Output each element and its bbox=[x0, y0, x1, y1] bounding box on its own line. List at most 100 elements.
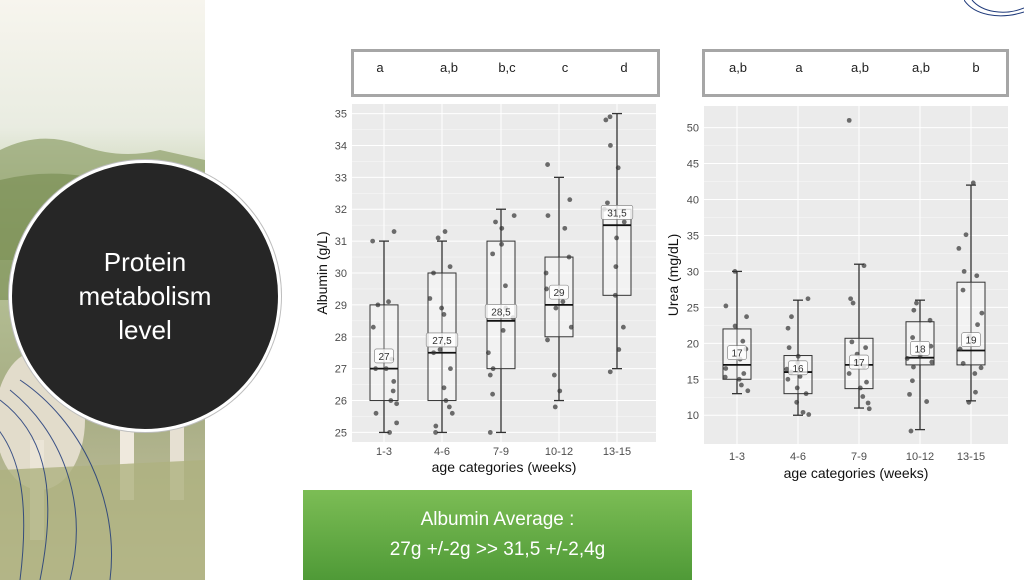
x-tick-label: 1-3 bbox=[729, 451, 745, 463]
data-point bbox=[927, 317, 933, 323]
y-tick-label: 20 bbox=[687, 338, 699, 350]
data-point bbox=[794, 385, 800, 391]
data-point bbox=[975, 322, 980, 328]
data-point bbox=[500, 327, 506, 333]
data-point bbox=[431, 350, 437, 356]
median-label-box bbox=[549, 284, 569, 300]
y-tick-label: 30 bbox=[687, 266, 699, 278]
median-label: 19 bbox=[965, 336, 977, 347]
x-tick-label: 4-6 bbox=[790, 451, 806, 463]
median-label: 28,5 bbox=[491, 307, 511, 318]
data-point bbox=[437, 347, 443, 352]
data-point bbox=[543, 270, 549, 276]
data-point bbox=[447, 264, 453, 270]
corner-decoration bbox=[964, 0, 1024, 17]
data-point bbox=[566, 254, 572, 260]
y-tick-label: 10 bbox=[687, 410, 699, 422]
data-point bbox=[441, 312, 447, 317]
data-point bbox=[978, 365, 984, 371]
median-label: 17 bbox=[853, 358, 865, 369]
y-tick-label: 28 bbox=[335, 332, 347, 344]
data-point bbox=[961, 269, 967, 274]
data-point bbox=[487, 430, 493, 435]
data-point bbox=[448, 366, 453, 372]
data-point bbox=[785, 376, 791, 382]
data-point bbox=[552, 404, 558, 410]
data-point bbox=[795, 353, 801, 359]
data-point bbox=[544, 286, 549, 292]
data-point bbox=[960, 361, 966, 366]
y-axis-label: Albumin (g/L) bbox=[314, 231, 330, 314]
median-label-box bbox=[374, 348, 394, 364]
data-point bbox=[603, 117, 609, 123]
x-tick-label: 10-12 bbox=[545, 446, 573, 458]
albumin-letter: a,b bbox=[439, 60, 459, 75]
data-point bbox=[864, 379, 869, 385]
urea-letter: a bbox=[795, 60, 803, 75]
data-point bbox=[607, 114, 613, 120]
data-point bbox=[562, 225, 568, 231]
data-point bbox=[911, 364, 916, 370]
data-point bbox=[387, 430, 392, 435]
y-axis-label: Urea (mg/dL) bbox=[665, 234, 681, 316]
y-tick-label: 30 bbox=[335, 268, 347, 280]
y-tick-label: 31 bbox=[335, 236, 347, 248]
data-point bbox=[616, 347, 622, 352]
data-point bbox=[974, 273, 980, 279]
data-point bbox=[427, 296, 433, 301]
urea-letter: b bbox=[972, 60, 980, 75]
data-point bbox=[568, 324, 574, 330]
data-point bbox=[394, 401, 400, 407]
data-point bbox=[784, 366, 790, 372]
data-point bbox=[857, 385, 863, 391]
data-point bbox=[435, 235, 441, 241]
x-tick-label: 13-15 bbox=[603, 446, 631, 458]
data-point bbox=[615, 165, 621, 171]
y-tick-label: 25 bbox=[335, 427, 347, 439]
data-point bbox=[621, 219, 627, 225]
data-point bbox=[386, 299, 391, 305]
data-point bbox=[433, 430, 438, 435]
data-point bbox=[744, 314, 749, 320]
median-label-box bbox=[727, 345, 747, 360]
data-point bbox=[605, 200, 610, 206]
data-point bbox=[545, 213, 551, 219]
data-point bbox=[910, 378, 915, 384]
data-point bbox=[740, 338, 746, 344]
summary-line-1: Albumin Average : bbox=[420, 509, 575, 530]
median-label-box bbox=[600, 205, 634, 220]
plot-panel bbox=[704, 106, 1008, 444]
data-point bbox=[370, 238, 376, 244]
median-label: 27 bbox=[378, 352, 390, 363]
data-point bbox=[449, 410, 455, 416]
slide-title: Protein metabolism level bbox=[78, 247, 212, 345]
data-point bbox=[849, 339, 855, 345]
x-axis-label: age categories (weeks) bbox=[432, 459, 577, 475]
data-point bbox=[805, 296, 811, 302]
data-point bbox=[612, 292, 618, 298]
y-tick-label: 26 bbox=[335, 396, 347, 408]
y-tick-label: 15 bbox=[687, 374, 699, 386]
data-point bbox=[861, 263, 867, 269]
data-point bbox=[914, 300, 919, 306]
data-point bbox=[511, 213, 517, 219]
data-point bbox=[911, 307, 917, 313]
summary-line-2: 27g +/-2g >> 31,5 +/-2,4g bbox=[389, 539, 606, 560]
median-label: 29 bbox=[553, 288, 565, 299]
data-point bbox=[614, 235, 619, 241]
data-point bbox=[567, 197, 573, 203]
data-point bbox=[850, 300, 856, 306]
x-tick-label: 10-12 bbox=[906, 451, 934, 463]
data-point bbox=[846, 371, 852, 376]
x-tick-label: 7-9 bbox=[493, 446, 509, 458]
data-point bbox=[490, 251, 496, 257]
data-point bbox=[794, 399, 800, 405]
data-point bbox=[485, 350, 491, 356]
y-tick-label: 35 bbox=[687, 230, 699, 242]
data-point bbox=[553, 305, 559, 311]
median-label: 16 bbox=[792, 364, 804, 375]
data-point bbox=[446, 404, 452, 410]
median-label-box bbox=[788, 360, 808, 376]
data-point bbox=[797, 374, 803, 379]
